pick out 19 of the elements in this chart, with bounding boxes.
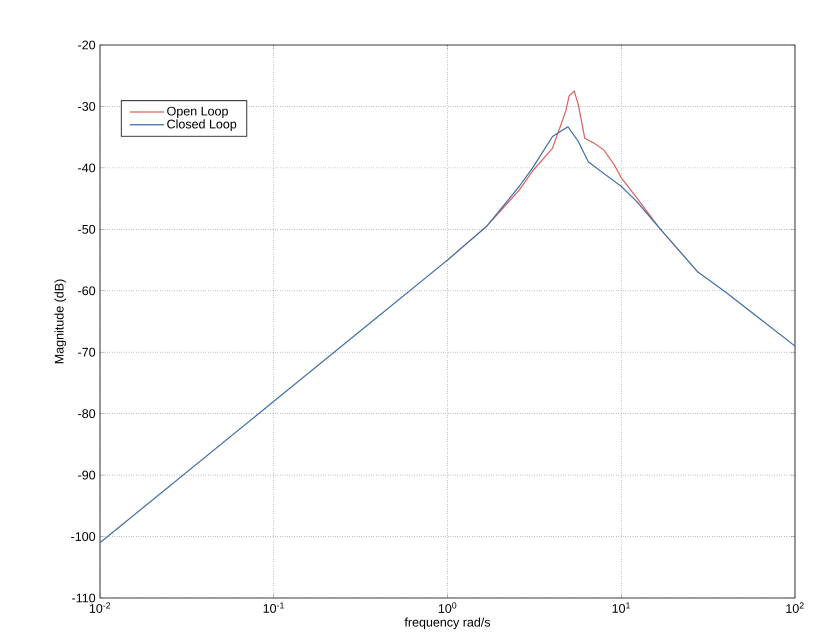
y-tick-label: -80 bbox=[78, 409, 96, 418]
x-tick-label: 10$^{1}$ bbox=[612, 602, 630, 613]
y-tick-label: -90 bbox=[78, 470, 96, 480]
y-axis-title: Magnitude (dB) bbox=[54, 280, 66, 364]
x-tick-label: 10$^{-1}$ bbox=[264, 602, 284, 613]
x-tick-label: 10$^{-2}$ bbox=[90, 602, 110, 613]
y-tick-label: -40 bbox=[78, 163, 96, 172]
y-tick-label: -70 bbox=[78, 348, 96, 357]
legend-label: Open Loop bbox=[167, 106, 228, 118]
y-tick-label: -20 bbox=[78, 40, 96, 50]
y-tick-label: -100 bbox=[71, 532, 96, 541]
x-tick-label: 10$^{0}$ bbox=[438, 602, 456, 613]
y-tick-label: -30 bbox=[78, 102, 96, 111]
legend-label: Closed Loop bbox=[167, 119, 236, 131]
x-tick-label: 10$^{2}$ bbox=[786, 602, 804, 613]
y-tick-label: -60 bbox=[78, 286, 96, 296]
x-axis-title: frequency rad/s bbox=[404, 617, 490, 630]
y-tick-label: -50 bbox=[78, 224, 96, 234]
y-tick-label: -110 bbox=[72, 594, 96, 602]
